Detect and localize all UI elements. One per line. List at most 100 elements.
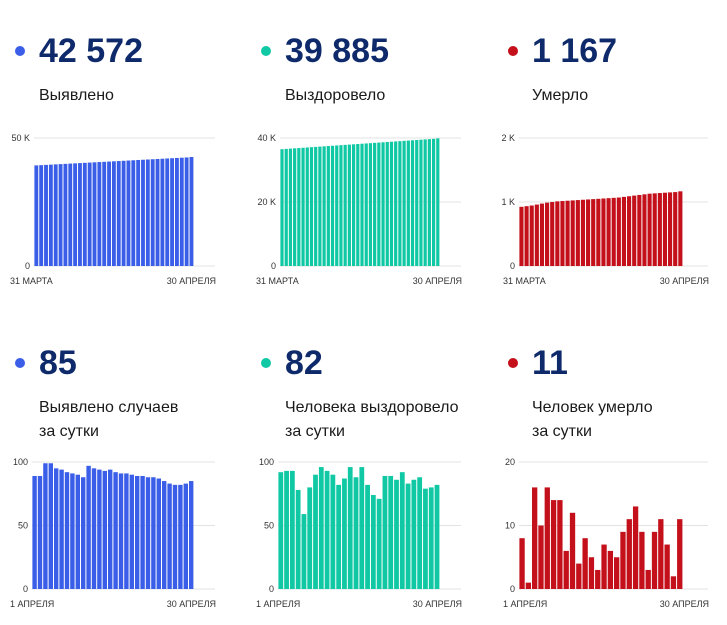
bar xyxy=(309,147,314,266)
bar xyxy=(86,465,91,589)
bar xyxy=(588,557,595,589)
bar xyxy=(550,500,557,589)
bar xyxy=(330,474,336,589)
bar xyxy=(82,162,87,266)
bar xyxy=(601,198,606,266)
bar xyxy=(64,472,70,589)
bar xyxy=(75,474,80,589)
bar xyxy=(107,161,111,266)
bar xyxy=(560,201,565,266)
bar xyxy=(140,475,145,589)
bar xyxy=(44,164,48,266)
bar xyxy=(670,576,677,589)
bar xyxy=(565,200,570,266)
bar xyxy=(184,157,189,266)
bar xyxy=(550,202,555,266)
bar-chart: 0 50 100 1 АПРЕЛЯ 30 АПРЕЛЯ xyxy=(10,457,216,609)
bar xyxy=(318,467,324,589)
bar xyxy=(326,146,330,266)
x-start-label: 1 АПРЕЛЯ xyxy=(503,599,547,609)
bar xyxy=(289,470,295,589)
bar xyxy=(284,148,288,266)
bar xyxy=(43,463,48,589)
bar xyxy=(183,483,188,589)
y-tick-label: 50 K xyxy=(11,133,30,143)
y-tick-label: 50 xyxy=(18,521,28,531)
bar xyxy=(59,469,64,589)
bar xyxy=(525,582,532,589)
bar xyxy=(410,140,415,266)
y-tick-label: 1 K xyxy=(501,197,515,207)
bar xyxy=(81,477,86,589)
stat-label: Выявлено случаев за сутки xyxy=(39,399,179,440)
bar xyxy=(411,479,417,589)
bar xyxy=(563,550,569,589)
x-start-label: 1 АПРЕЛЯ xyxy=(10,599,54,609)
bar xyxy=(524,206,529,266)
bar xyxy=(626,519,632,589)
bar xyxy=(423,488,428,589)
x-end-label: 30 АПРЕЛЯ xyxy=(660,276,709,286)
bar xyxy=(151,477,156,589)
bar xyxy=(406,140,410,266)
bar xyxy=(97,469,102,589)
bar xyxy=(582,538,588,589)
stat-label: Человек умерло за сутки xyxy=(532,399,653,440)
bar xyxy=(68,163,73,266)
bar-chart: 0 1 K 2 K 31 МАРТА 30 АПРЕЛЯ xyxy=(501,133,709,286)
bar xyxy=(70,473,75,589)
bar xyxy=(351,144,356,266)
bar xyxy=(150,159,155,266)
bar xyxy=(544,487,550,589)
bar xyxy=(102,470,107,589)
y-tick-label: 0 xyxy=(271,261,276,271)
y-tick-label: 100 xyxy=(13,457,28,467)
bar xyxy=(373,142,377,266)
x-end-label: 30 АПРЕЛЯ xyxy=(660,599,709,609)
bar xyxy=(278,472,284,589)
bar xyxy=(606,198,611,266)
bar xyxy=(673,192,678,266)
x-start-label: 1 АПРЕЛЯ xyxy=(256,599,300,609)
bar xyxy=(305,147,309,266)
bar xyxy=(342,478,347,589)
bar xyxy=(129,474,134,589)
bar xyxy=(607,550,614,589)
stat-value: 1 167 xyxy=(532,32,618,70)
bar xyxy=(126,160,131,266)
bar xyxy=(532,487,538,589)
bar xyxy=(336,484,342,589)
bar xyxy=(34,165,39,266)
bar xyxy=(356,144,360,266)
bar xyxy=(388,475,394,589)
bar xyxy=(288,148,293,266)
bar xyxy=(570,200,575,266)
bar xyxy=(284,470,289,589)
bar xyxy=(155,158,160,266)
bar xyxy=(662,192,668,266)
bar xyxy=(534,204,539,266)
bar xyxy=(382,475,388,589)
bar xyxy=(116,161,121,266)
y-tick-label: 50 xyxy=(264,521,274,531)
bar xyxy=(343,144,347,266)
bar xyxy=(295,489,301,589)
bar xyxy=(324,470,330,589)
stat-dot xyxy=(261,46,271,56)
bar xyxy=(545,202,550,266)
bar xyxy=(335,145,339,266)
bar xyxy=(658,519,664,589)
y-tick-label: 0 xyxy=(510,261,515,271)
stat-value: 11 xyxy=(532,344,568,382)
bar xyxy=(347,467,353,589)
bar xyxy=(156,478,161,589)
bar xyxy=(586,199,591,266)
bar xyxy=(394,479,399,589)
bar xyxy=(175,157,179,266)
stat-dot xyxy=(15,358,25,368)
bar xyxy=(657,193,662,266)
bar xyxy=(637,194,642,266)
bar xyxy=(620,531,626,589)
bar xyxy=(632,506,639,589)
stat-label: Человека выздоровело за сутки xyxy=(285,399,459,440)
